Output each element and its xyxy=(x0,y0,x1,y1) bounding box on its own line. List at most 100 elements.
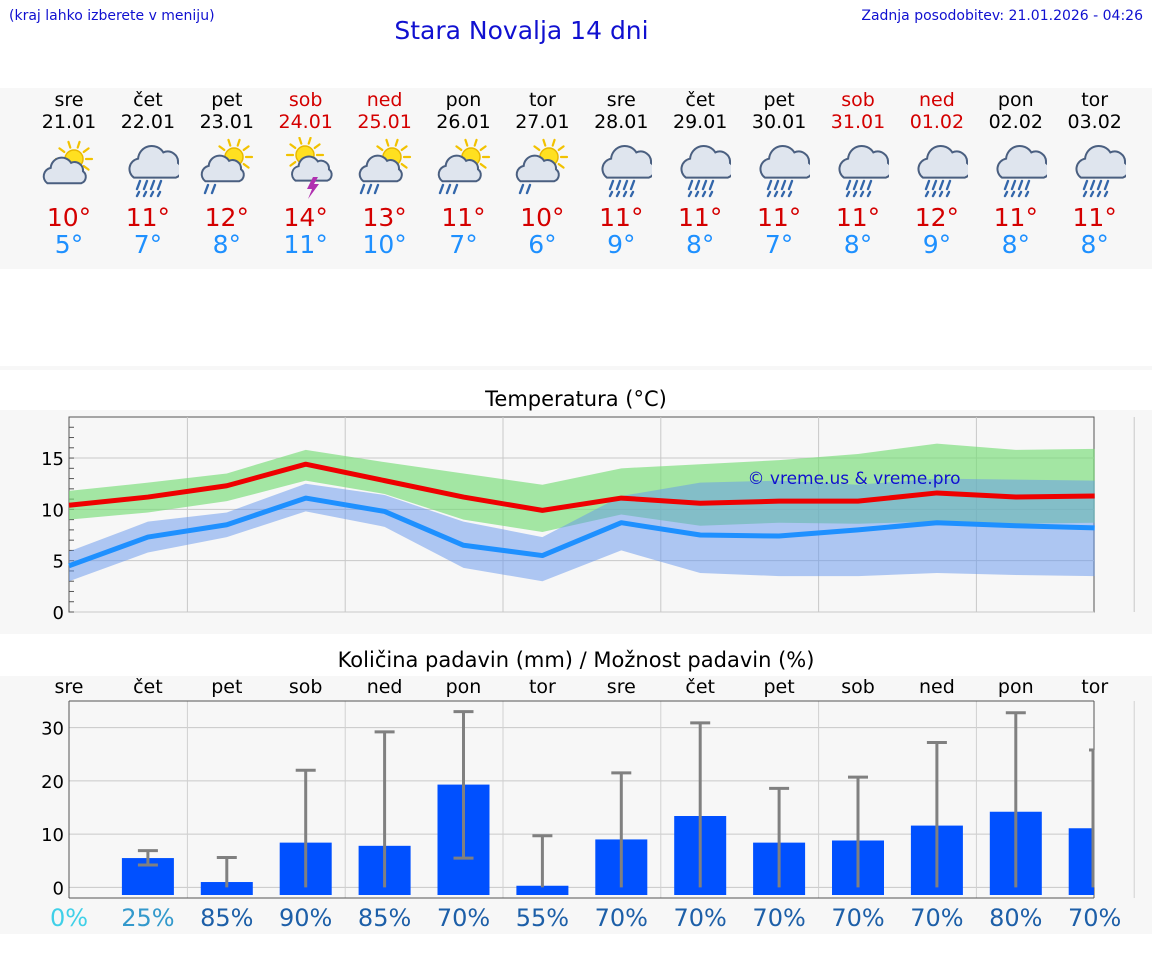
day-date: 27.01 xyxy=(515,111,570,133)
precipitation-probability: 70% xyxy=(910,904,963,932)
day-date: 03.02 xyxy=(1067,111,1122,133)
day-date: 01.02 xyxy=(909,111,965,133)
sun-cloud-rain-icon xyxy=(200,138,253,195)
location-hint: (kraj lahko izberete v meniju) xyxy=(9,8,215,24)
cloud-rain-icon xyxy=(660,133,740,205)
x-category-label: sob xyxy=(841,676,875,698)
precipitation-probability: 85% xyxy=(358,904,411,932)
min-temperature: 7° xyxy=(133,230,163,259)
y-tick-label: 0 xyxy=(53,878,64,899)
max-temperature: 11° xyxy=(1072,203,1117,232)
max-temperature: 11° xyxy=(756,203,802,232)
precipitation-probability: 90% xyxy=(279,904,332,932)
day-column: pon 02.02 11° 8° xyxy=(976,88,1056,258)
sun-cloud-heavy-rain-icon xyxy=(424,133,504,205)
day-name: ned xyxy=(918,89,955,111)
max-temperature: 12° xyxy=(204,203,249,232)
sun-cloud-rain-icon xyxy=(187,133,267,205)
y-tick-label: 10 xyxy=(41,825,64,846)
y-tick-label: 0 xyxy=(53,603,64,624)
day-column: pet 30.01 11° 7° xyxy=(739,88,819,258)
min-temperature: 6° xyxy=(528,230,557,259)
x-category-label: tor xyxy=(1081,676,1108,698)
max-temperature: 11° xyxy=(678,203,723,232)
day-column: sre 21.01 10° 5° xyxy=(29,88,109,258)
day-column: sob 24.01 14° 11° xyxy=(266,88,346,258)
x-category-label: čet xyxy=(133,676,163,698)
day-name: sre xyxy=(606,89,636,111)
precipitation-bar xyxy=(200,882,253,895)
day-date: 21.01 xyxy=(41,111,97,133)
precipitation-bar xyxy=(1068,828,1094,895)
cloud-rain-icon xyxy=(976,133,1056,205)
x-category-label: sre xyxy=(607,676,636,698)
precipitation-chart-title: Količina padavin (mm) / Možnost padavin … xyxy=(337,648,815,672)
cloud-rain-icon xyxy=(759,144,811,198)
cloud-rain-icon xyxy=(601,144,653,198)
temperature-chart: 0 5 10 15 © vreme.us & vreme.pro xyxy=(41,416,1135,624)
precipitation-chart: 0 10 20 30 sre čet pet sob ned pon tor sre čet pet sob… xyxy=(41,676,1135,932)
day-date: 30.01 xyxy=(751,111,807,133)
watermark: © vreme.us & vreme.pro xyxy=(747,469,960,489)
max-temperature: 10° xyxy=(520,203,565,232)
day-date: 22.01 xyxy=(120,111,176,133)
precipitation-probability: 0% xyxy=(50,904,88,932)
day-name: pet xyxy=(763,89,795,111)
max-temperature: 11° xyxy=(835,203,881,232)
sun-cloud-heavy-rain-icon xyxy=(345,133,425,205)
x-category-label: pon xyxy=(998,676,1034,698)
y-tick-label: 20 xyxy=(41,772,64,793)
precipitation-probability: 70% xyxy=(1068,904,1121,932)
cloud-rain-icon xyxy=(581,133,661,205)
precipitation-probability: 70% xyxy=(674,904,727,932)
day-name: pon xyxy=(997,89,1034,111)
day-date: 26.01 xyxy=(436,111,491,133)
min-temperature: 8° xyxy=(685,230,715,259)
min-temperature: 7° xyxy=(764,230,794,259)
sun-cloud-rain-icon xyxy=(516,138,569,195)
separator xyxy=(0,366,1152,370)
cloud-rain-icon xyxy=(680,144,732,198)
day-column: sob 31.01 11° 8° xyxy=(818,88,898,258)
sun-cloud-rain-icon xyxy=(502,133,582,205)
day-name: tor xyxy=(528,89,556,111)
forecast-strip: sre 21.01 10° 5° čet 22.01 11° 7° pet 23.01 12° 8° s… xyxy=(0,88,1152,268)
y-tick-label: 5 xyxy=(53,552,64,573)
max-temperature: 12° xyxy=(914,203,960,232)
day-column: tor 03.02 11° 8° xyxy=(1055,88,1135,258)
day-column: tor 27.01 10° 6° xyxy=(502,88,582,258)
y-tick-label: 10 xyxy=(41,500,64,521)
cloud-rain-icon xyxy=(838,144,889,198)
day-date: 25.01 xyxy=(357,111,412,133)
min-temperature: 8° xyxy=(1001,230,1030,259)
x-category-label: pet xyxy=(763,676,794,698)
y-tick-label: 30 xyxy=(41,719,64,740)
min-temperature: 5° xyxy=(54,230,84,259)
precipitation-probability: 85% xyxy=(200,904,253,932)
x-category-label: sob xyxy=(289,676,323,698)
max-temperature: 11° xyxy=(125,203,171,232)
day-date: 23.01 xyxy=(199,111,254,133)
precipitation-probability: 80% xyxy=(989,904,1042,932)
day-name: sre xyxy=(54,89,84,111)
min-temperature: 10° xyxy=(362,230,407,259)
min-temperature: 9° xyxy=(607,230,636,259)
sun-cloud-heavy-rain-icon xyxy=(358,138,411,195)
max-temperature-line xyxy=(68,461,1095,513)
day-name: čet xyxy=(685,89,715,111)
cloud-rain-icon xyxy=(917,144,968,198)
max-temperature: 10° xyxy=(46,203,92,232)
max-temperature: 11° xyxy=(993,203,1038,232)
sun-cloud-thunder-icon xyxy=(266,133,346,205)
x-category-label: tor xyxy=(529,676,556,698)
day-column: pet 23.01 12° 8° xyxy=(187,88,267,258)
precipitation-bar xyxy=(516,885,569,895)
day-date: 24.01 xyxy=(278,111,333,133)
x-category-label: čet xyxy=(685,676,715,698)
max-temperature: 14° xyxy=(283,203,328,232)
cloud-rain-icon xyxy=(739,133,819,205)
precipitation-probability: 70% xyxy=(595,904,648,932)
x-category-label: pon xyxy=(446,676,482,698)
partly-cloudy-sun-icon xyxy=(42,140,94,185)
page-title: Stara Novalja 14 dni xyxy=(394,16,649,45)
